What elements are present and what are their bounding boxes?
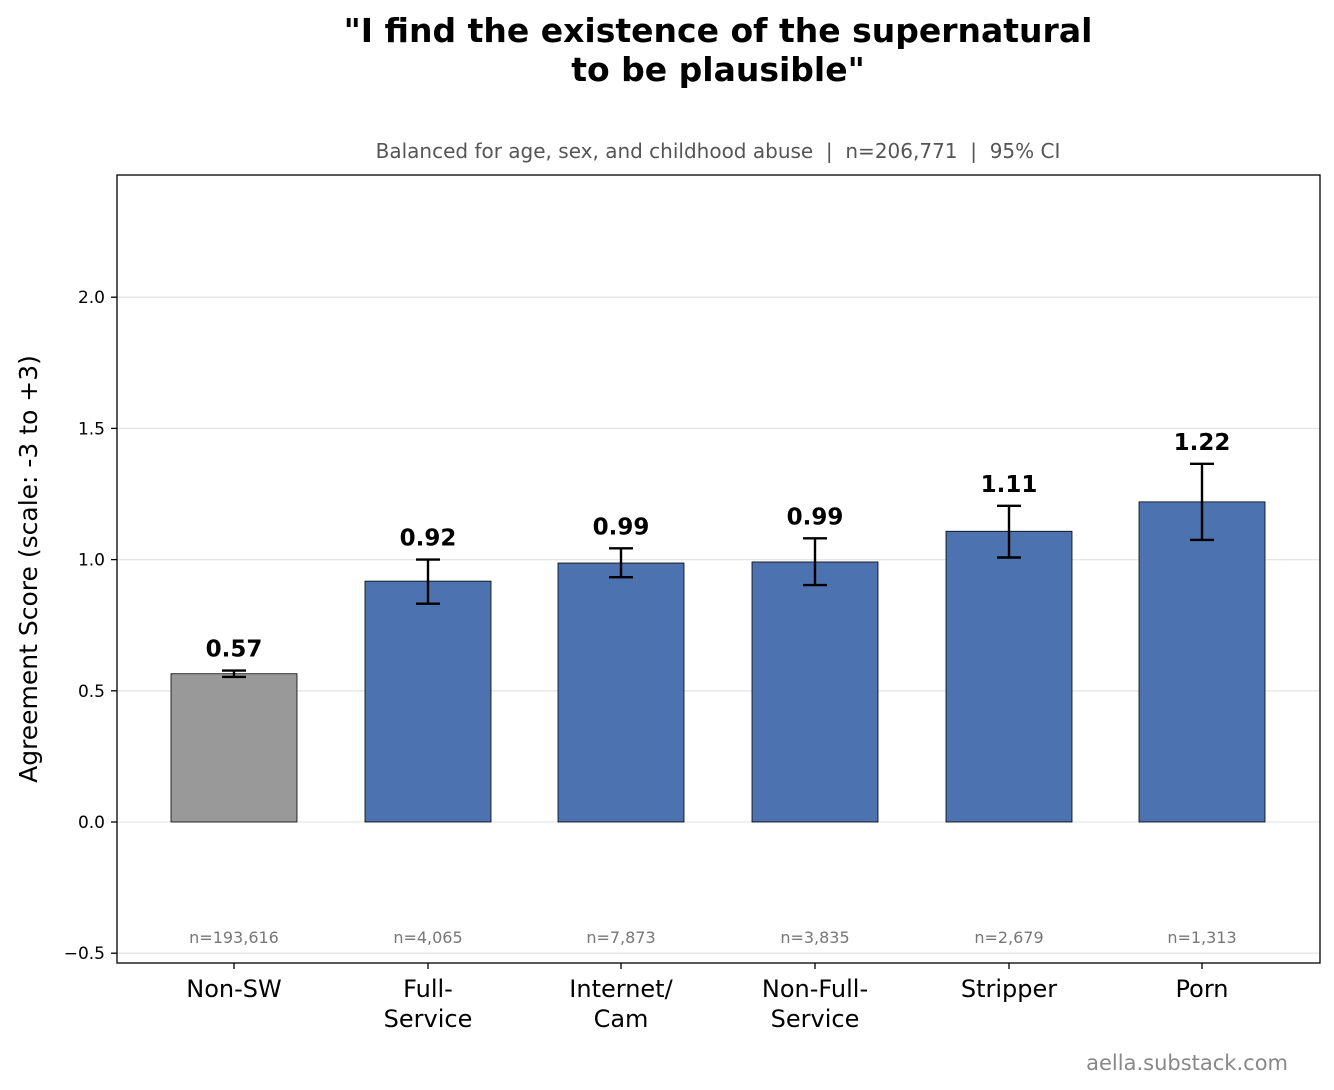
y-tick-label: 2.0 bbox=[78, 288, 105, 308]
x-tick-label: Full- bbox=[403, 975, 453, 1003]
value-label: 1.11 bbox=[981, 472, 1038, 498]
x-tick-label: Non-SW bbox=[186, 975, 281, 1003]
sample-size-label: n=193,616 bbox=[189, 928, 279, 947]
value-label: 0.99 bbox=[787, 504, 844, 530]
x-tick-label: Stripper bbox=[961, 975, 1057, 1003]
y-tick-label: −0.5 bbox=[64, 944, 105, 964]
sample-size-label: n=1,313 bbox=[1167, 928, 1236, 947]
value-label: 0.92 bbox=[400, 526, 457, 552]
y-axis: −0.5 0.0 0.5 1.0 1.5 2.0 bbox=[64, 288, 117, 964]
value-label: 1.22 bbox=[1174, 430, 1231, 456]
x-tick-label: Service bbox=[771, 1005, 860, 1033]
x-axis: Non-SW Full-ServiceInternet/CamNon-Full-S… bbox=[186, 963, 1228, 1033]
x-tick-label: Service bbox=[384, 1005, 473, 1033]
bar bbox=[364, 580, 492, 823]
bar bbox=[945, 530, 1073, 823]
bar bbox=[557, 562, 685, 823]
y-tick-label: 1.5 bbox=[78, 419, 105, 439]
bar bbox=[751, 561, 879, 823]
error-bars bbox=[222, 462, 1214, 679]
value-labels: 0.57 n=193,616 0.92 n=4,065 0.99 n=7,873 0.99 n… bbox=[189, 430, 1237, 947]
y-tick-label: 1.0 bbox=[78, 551, 105, 571]
value-label: 0.99 bbox=[593, 514, 650, 540]
chart-title-line-1: "I find the existence of the supernatura… bbox=[344, 11, 1093, 50]
y-tick-label: 0.5 bbox=[78, 682, 105, 702]
gridlines bbox=[117, 296, 1320, 954]
x-tick-label: Porn bbox=[1176, 975, 1229, 1003]
source-credit: aella.substack.com bbox=[1086, 1051, 1288, 1075]
sample-size-label: n=4,065 bbox=[393, 928, 462, 947]
sample-size-label: n=7,873 bbox=[586, 928, 655, 947]
sample-size-label: n=3,835 bbox=[780, 928, 849, 947]
x-tick-label: Cam bbox=[594, 1005, 649, 1033]
chart-title-line-2: to be plausible" bbox=[571, 50, 865, 89]
plot-frame bbox=[116, 174, 1321, 964]
y-tick-label: 0.0 bbox=[78, 813, 105, 833]
sample-size-label: n=2,679 bbox=[974, 928, 1043, 947]
bars bbox=[170, 501, 1266, 823]
x-tick-label: Internet/ bbox=[569, 975, 673, 1003]
x-tick-label: Non-Full- bbox=[762, 975, 868, 1003]
chart-subtitle: Balanced for age, sex, and childhood abu… bbox=[376, 139, 1061, 163]
bar bbox=[1138, 501, 1266, 823]
bar bbox=[170, 673, 298, 823]
value-label: 0.57 bbox=[206, 637, 263, 663]
y-axis-label: Agreement Score (scale: -3 to +3) bbox=[14, 355, 43, 783]
